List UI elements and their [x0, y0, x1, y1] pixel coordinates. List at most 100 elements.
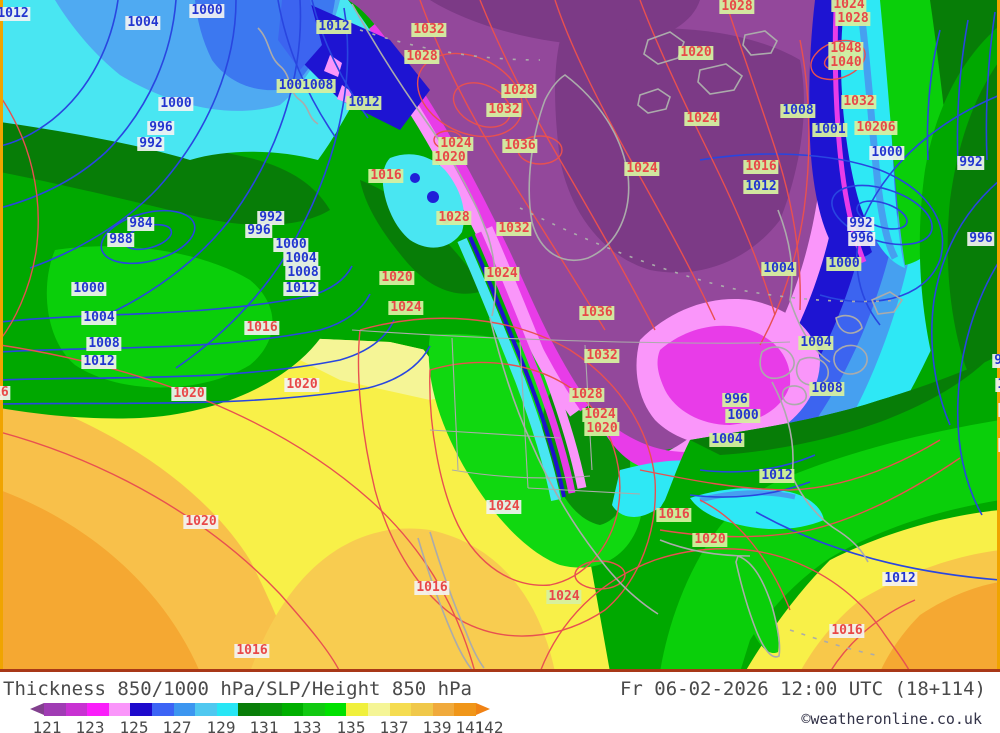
legend-cell: [173, 703, 196, 716]
pressure-label: 1036: [579, 305, 615, 320]
pressure-label: 1028: [719, 0, 755, 14]
pressure-label: 1020: [284, 377, 320, 392]
pressure-label: 1028: [404, 49, 440, 64]
copyright-link[interactable]: ©weatheronline.co.uk: [801, 710, 982, 728]
pressure-label: 1040: [828, 55, 864, 70]
pressure-label: 1008: [780, 103, 816, 118]
pressure-label: 1012: [882, 571, 918, 586]
pressure-label: 1004: [283, 251, 319, 266]
pressure-label: 1032: [496, 221, 532, 236]
pressure-label: 1016: [414, 580, 450, 595]
pressure-label: 1008: [809, 381, 845, 396]
pressure-label: 1016: [743, 159, 779, 174]
pressure-label: 1000: [869, 145, 905, 160]
pressure-label: 1001008: [276, 78, 336, 93]
legend-cell: [195, 703, 217, 716]
pressure-label: 1004: [798, 335, 834, 350]
pressure-label: 1012: [283, 281, 319, 296]
pressure-label: 1000: [273, 237, 309, 252]
legend-cell: [324, 703, 347, 716]
pressure-label-layer: 1012 1000 1004 1000 996 992 984 988 992 996 1000 10…: [0, 0, 1000, 658]
pressure-label: 1032: [584, 348, 620, 363]
pressure-label: 1004: [709, 432, 745, 447]
isobar-lines: [0, 0, 1000, 581]
pressure-label: 1016: [368, 168, 404, 183]
pressure-label: 996: [967, 231, 995, 246]
pressure-label: 1048: [828, 41, 864, 56]
legend-cell: [454, 703, 476, 716]
pressure-label: 1020: [432, 150, 468, 165]
pressure-label: 1024: [388, 300, 424, 315]
legend-cell: [432, 703, 455, 716]
legend-tick: 142: [474, 718, 504, 733]
pressure-label: 1008: [995, 378, 1000, 392]
legend-cell: [367, 703, 390, 716]
pressure-label: 996: [722, 392, 750, 407]
legend-cell: [87, 703, 109, 716]
pressure-label: 1000: [826, 256, 862, 271]
pressure-label: 1020: [692, 532, 728, 547]
pressure-label: 1024: [484, 266, 520, 281]
pressure-label: 1012: [316, 19, 352, 34]
pressure-label: 1016: [829, 623, 865, 638]
legend-tick: 125: [119, 718, 149, 733]
legend-tick: 141: [455, 718, 485, 733]
pressure-label: 1012: [743, 179, 779, 194]
footer: Thickness 850/1000 hPa/SLP/Height 850 hP…: [0, 672, 1000, 733]
pressure-label: 1032: [486, 102, 522, 117]
pressure-label: 1012: [759, 468, 795, 483]
pressure-label: 988: [107, 232, 135, 247]
pressure-label: 1000: [71, 281, 107, 296]
legend-cell: [216, 703, 239, 716]
pressure-label: 1012: [81, 354, 117, 369]
legend-head-arrow: [476, 703, 490, 715]
legend-cell: [259, 703, 282, 716]
pressure-label: 1032: [411, 22, 447, 37]
pressure-label: 1024: [684, 111, 720, 126]
pressure-label: 1024: [546, 589, 582, 604]
legend-cell: [238, 703, 260, 716]
pressure-label: 1016: [656, 507, 692, 522]
pressure-label: 996: [848, 231, 876, 246]
thickness-slp-map: 1012 1000 1004 1000 996 992 984 988 992 996 1000 10…: [0, 0, 1000, 672]
pressure-label: 996: [147, 120, 175, 135]
pressure-label: 992: [257, 210, 285, 225]
map-title: Thickness 850/1000 hPa/SLP/Height 850 hP…: [3, 678, 472, 700]
coastlines: [257, 3, 904, 671]
pressure-label: 1024: [582, 407, 618, 422]
legend-cell: [303, 703, 325, 716]
pressure-label: 10206: [854, 120, 898, 135]
legend-tick: 123: [75, 718, 105, 733]
map-frame: [0, 0, 1000, 672]
legend-tail-arrow: [30, 703, 44, 715]
legend-tick-labels: 121 123 125 127 129 131 133 135 137 139 141 142: [0, 718, 1000, 733]
pressure-label: 1004: [125, 15, 161, 30]
legend-tick: 129: [206, 718, 236, 733]
pressure-label: 1028: [436, 210, 472, 225]
legend-tick: 135: [336, 718, 366, 733]
pressure-label: 996: [245, 223, 273, 238]
legend-tick: 121: [32, 718, 62, 733]
pressure-label: 1020: [584, 421, 620, 436]
legend-tick: 131: [249, 718, 279, 733]
pressure-label: 1024: [486, 499, 522, 514]
pressure-label: 1020: [183, 514, 219, 529]
pressure-label: 1028: [501, 83, 537, 98]
pressure-label: 1012: [0, 7, 31, 21]
pressure-label: 1004: [81, 310, 117, 325]
pressure-label: 1012: [346, 95, 382, 110]
legend-tick: 127: [162, 718, 192, 733]
pressure-label: 1004: [761, 261, 797, 276]
legend-cell: [281, 703, 304, 716]
map-canvas: [0, 0, 1000, 672]
pressure-label: 992: [957, 155, 985, 170]
pressure-label: 1016: [0, 386, 11, 400]
pressure-label: 1016: [244, 320, 280, 335]
legend-tick: 133: [292, 718, 322, 733]
pressure-label: 1028: [569, 387, 605, 402]
legend-cell: [346, 703, 368, 716]
pressure-label: 1028: [835, 11, 871, 26]
pressure-label: 1000: [158, 96, 194, 111]
legend-color-cells: [44, 703, 476, 716]
legend-cell: [65, 703, 88, 716]
